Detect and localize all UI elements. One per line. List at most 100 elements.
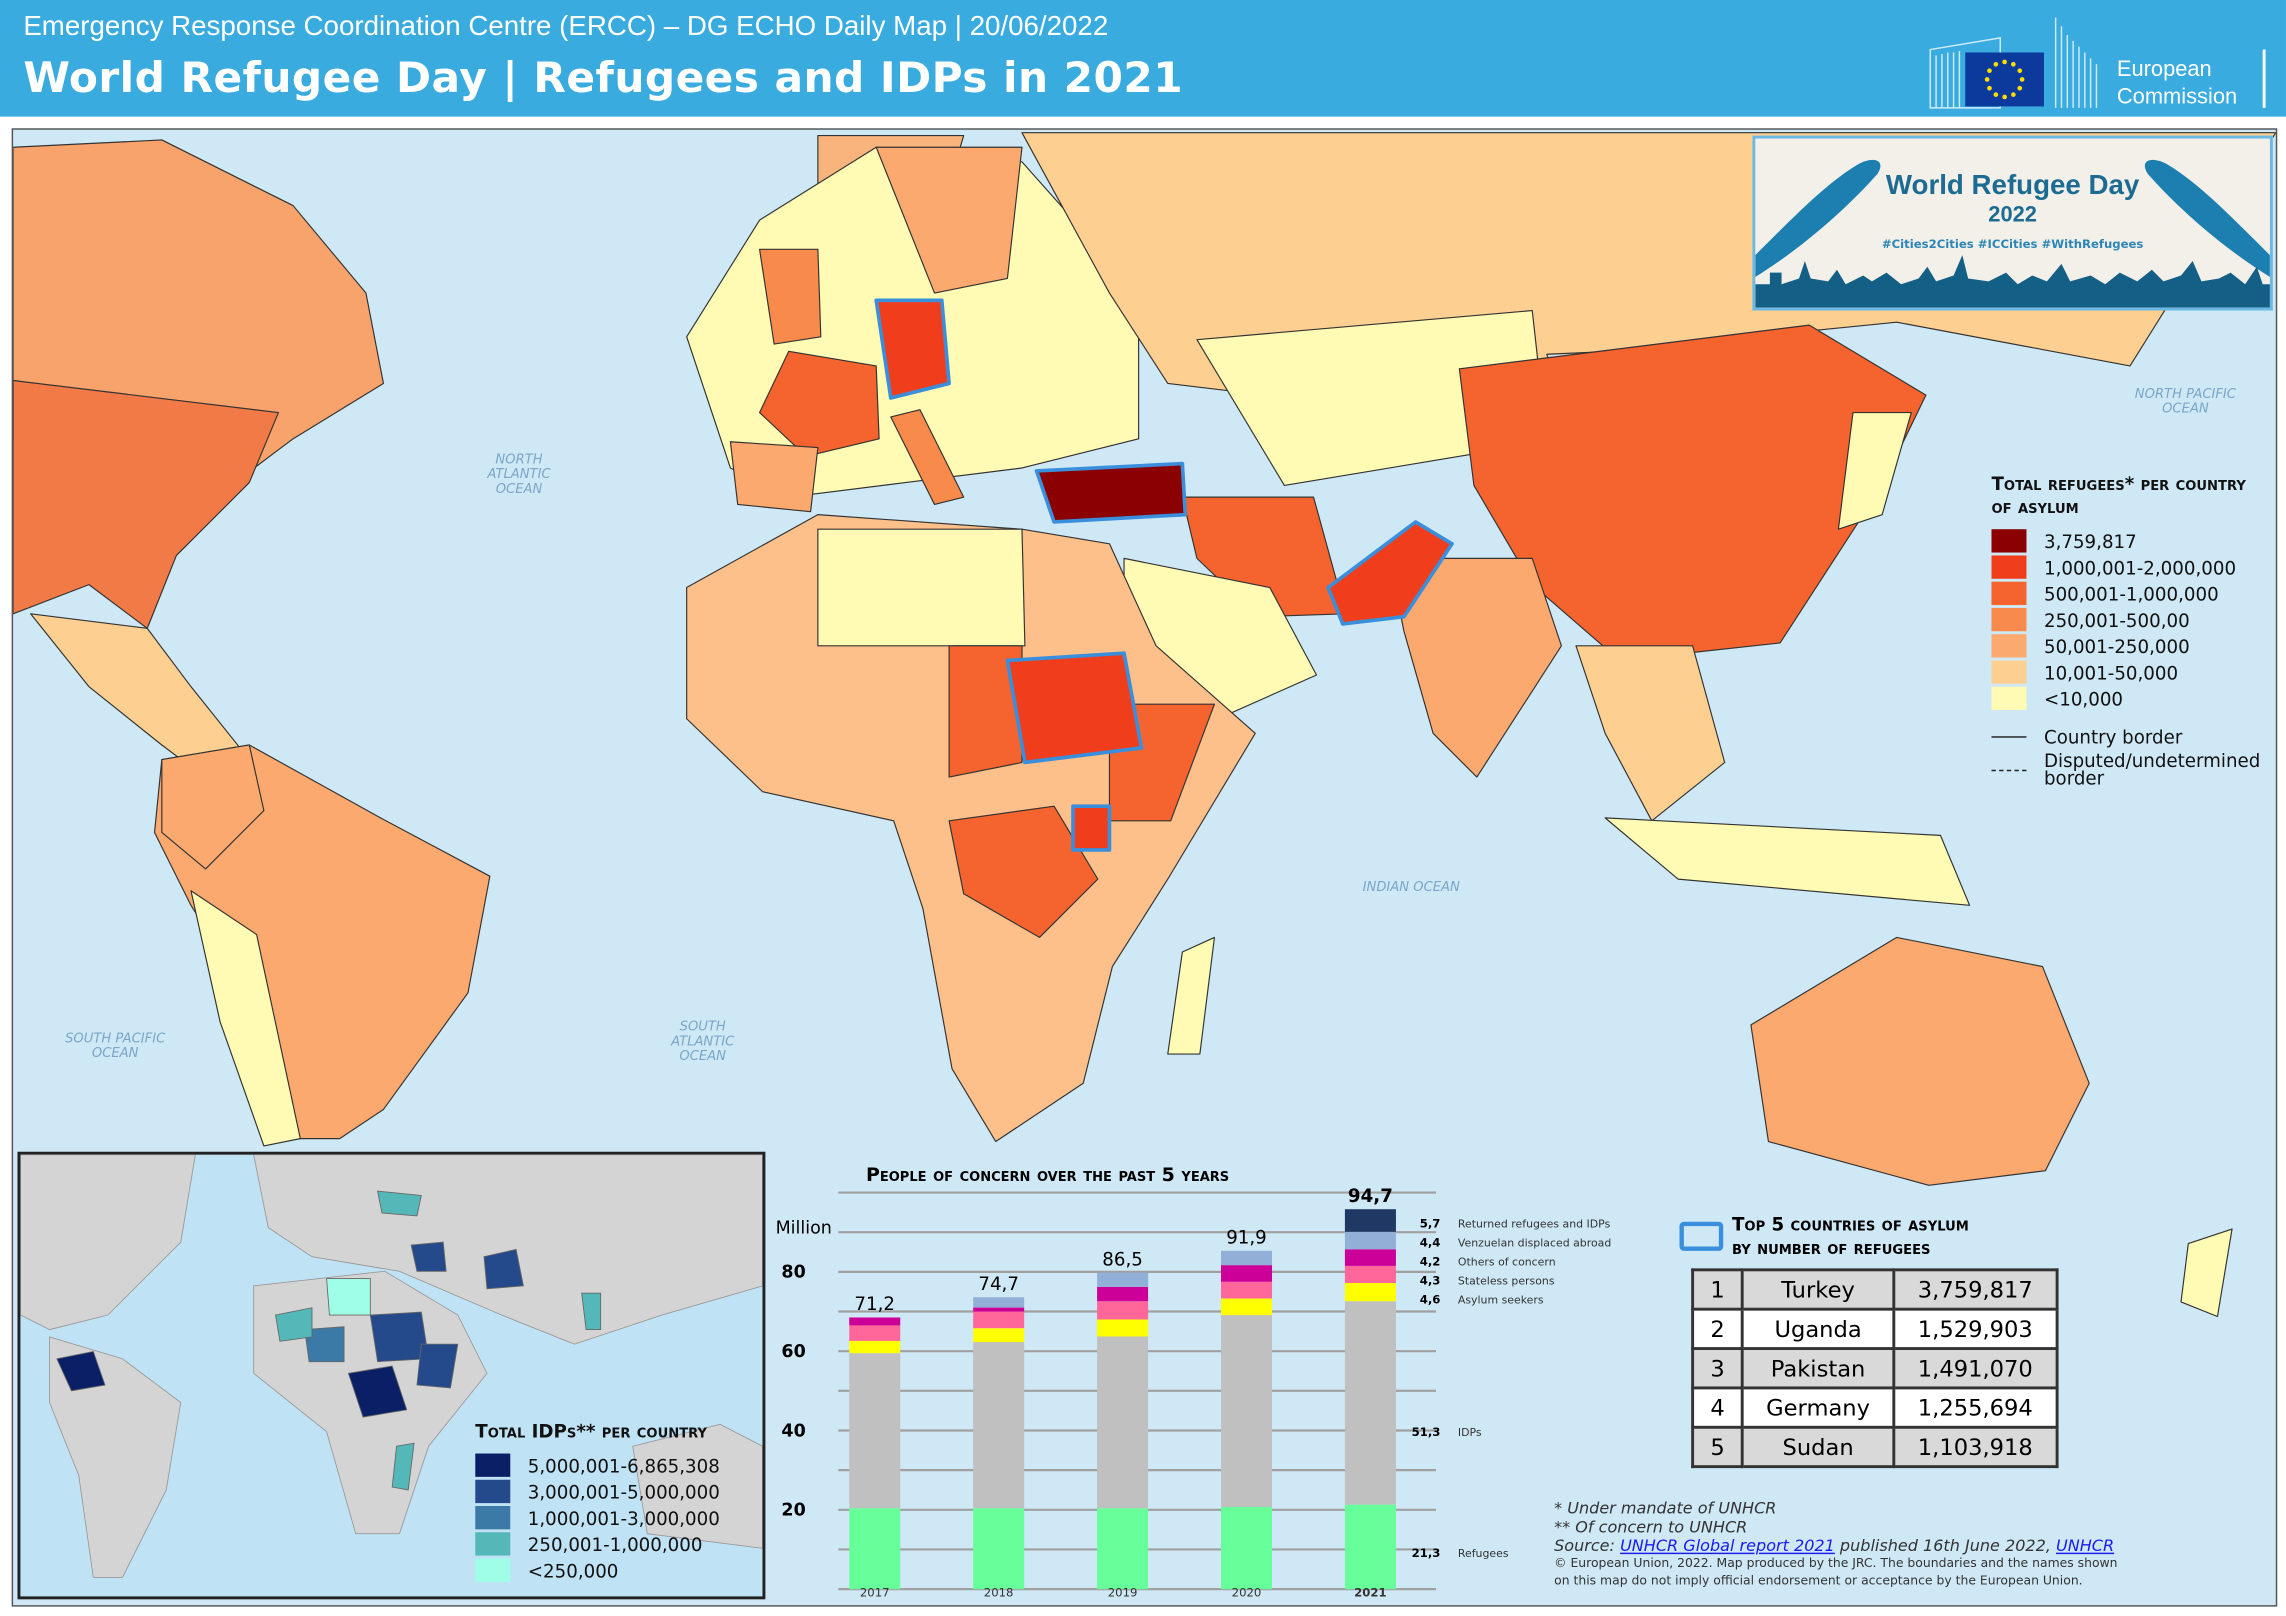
series-value-label: 21,3 (1412, 1546, 1441, 1560)
footnotes: * Under mandate of UNHCR ** Of concern t… (1554, 1499, 2268, 1591)
ocean-label-north-atlantic: NORTH ATLANTIC OCEAN (487, 453, 551, 498)
rank-cell: 5 (1691, 1425, 1745, 1469)
eu-star-icon (2002, 59, 2007, 65)
idp-legend-class-label: 1,000,001-3,000,000 (527, 1506, 720, 1529)
bar-segment-asylum-seekers (1344, 1282, 1396, 1302)
country-chad (948, 645, 1023, 778)
country-china (1458, 324, 1927, 662)
refugee-legend: Total refugees* per country of asylum 3,… (1991, 472, 2268, 790)
bar-segment-idps (1097, 1336, 1149, 1509)
series-name-label: Stateless persons (1458, 1274, 1555, 1287)
refugee-legend-title: Total refugees* per country of asylum (1991, 472, 2246, 518)
banner-hashtags: #Cities2Cities #ICCities #WithRefugees (1881, 237, 2144, 251)
blue-outline-icon (1679, 1221, 1724, 1251)
bar-total-label: 91,9 (1226, 1228, 1267, 1249)
country-andean (190, 890, 301, 1147)
source-prefix: Source: (1554, 1536, 1615, 1556)
country-france (758, 350, 880, 457)
bar-segment-idps (1220, 1315, 1273, 1508)
european-commission-logo: European Commission (1927, 15, 2277, 111)
map-subtitle: Emergency Response Coordination Centre (… (23, 11, 1109, 43)
idp-legend: Total IDPs** per country 5,000,001-6,865… (475, 1420, 767, 1583)
series-name-label: Refugees (1458, 1547, 1509, 1560)
idp-inset-map[interactable] (17, 1151, 766, 1600)
color-swatch-icon (1991, 634, 2027, 658)
country-cell: Uganda (1741, 1307, 1895, 1351)
world-map[interactable]: NORTH ATLANTIC OCEAN NORTH PACIFIC OCEAN… (11, 128, 2278, 1607)
country-pakistan (1326, 520, 1454, 626)
country-cell: Pakistan (1741, 1347, 1895, 1390)
refugee-legend-class-label: 1,000,001-2,000,000 (2043, 556, 2237, 579)
legend-country-border: Country border (1991, 723, 2268, 749)
series-name-label: Returned refugees and IDPs (1458, 1218, 1611, 1231)
bar-segment-idps (1344, 1301, 1396, 1505)
top5-title: Top 5 countries of asylum by number of r… (1732, 1213, 2082, 1260)
map-title: World Refugee Day | Refugees and IDPs in… (23, 52, 1184, 103)
idp-legend-class-label: 250,001-1,000,000 (527, 1532, 703, 1555)
color-swatch-icon (1991, 607, 2027, 632)
series-value-label: 4,2 (1420, 1254, 1441, 1268)
copyright-line2: on this map do not imply official endors… (1554, 1574, 2083, 1590)
color-swatch-icon (475, 1453, 511, 1477)
refugees-cell: 1,255,694 (1892, 1386, 2059, 1429)
country-japan (1837, 412, 1912, 530)
color-swatch-icon (475, 1506, 511, 1530)
bar-segment-refugees (973, 1508, 1025, 1590)
note-1: * Under mandate of UNHCR (1554, 1498, 1777, 1518)
refugee-legend-class: 250,001-500,00 (1991, 606, 2268, 632)
idp-legend-class-label: 5,000,001-6,865,308 (527, 1454, 720, 1477)
x-tick-label: 2020 (1232, 1585, 1262, 1599)
people-of-concern-chart: People of concern over the past 5 years M… (776, 1164, 1612, 1600)
eu-star-icon (1987, 85, 1992, 91)
refugee-legend-class: 50,001-250,000 (1991, 633, 2268, 659)
series-name-label: Asylum seekers (1458, 1293, 1544, 1306)
idp-legend-class: 3,000,001-5,000,000 (475, 1478, 767, 1504)
ec-line1: European (2116, 56, 2212, 82)
chart-title: People of concern over the past 5 years (866, 1164, 1229, 1186)
table-row: 3 Pakistan 1,491,070 (1691, 1347, 2059, 1390)
bar-segment-idps (849, 1353, 901, 1509)
country-cell: Germany (1741, 1386, 1895, 1429)
header-bar: Emergency Response Coordination Centre (… (0, 0, 2286, 117)
bar-total-label: 71,2 (854, 1294, 895, 1315)
country-italy (890, 409, 965, 506)
ec-divider (2262, 49, 2266, 108)
refugee-legend-class-label: 250,001-500,00 (2043, 608, 2190, 631)
y-tick-label: 80 (781, 1263, 805, 1283)
idp-legend-class-label: <250,000 (527, 1559, 619, 1582)
idp-legend-class-label: 3,000,001-5,000,000 (527, 1480, 720, 1503)
banner-year: 2022 (1988, 202, 2037, 228)
copyright-line1: © European Union, 2022. Map produced by … (1554, 1557, 2118, 1572)
color-swatch-icon (475, 1532, 511, 1556)
country-new-zealand (2180, 1228, 2233, 1318)
unhcr-report-link[interactable]: UNHCR Global report 2021 (1620, 1536, 1835, 1556)
region-se-asia (1575, 645, 1726, 822)
unhcr-link[interactable]: UNHCR (2056, 1536, 2115, 1556)
x-tick-label: 2021 (1354, 1585, 1386, 1599)
bar-segment-refugees (1220, 1507, 1273, 1590)
refugee-legend-class-label: 500,001-1,000,000 (2043, 582, 2219, 605)
source-mid: published 16th June 2022, (1839, 1536, 2051, 1556)
eu-star-icon (2017, 85, 2023, 91)
eu-star-icon (2011, 61, 2016, 67)
country-sudan (1005, 651, 1144, 765)
banner-title: World Refugee Day (1885, 170, 2140, 202)
bar-segment-others-of-concern (973, 1307, 1025, 1312)
country-germany (874, 298, 951, 400)
series-name-label: Venzuelan displaced abroad (1458, 1237, 1611, 1250)
note-2: ** Of concern to UNHCR (1554, 1517, 1748, 1537)
refugee-legend-class: <10,000 (1991, 685, 2268, 711)
color-swatch-icon (1991, 686, 2027, 710)
disputed-border-label: Disputed/undetermined border (2043, 749, 2261, 789)
color-swatch-icon (1991, 660, 2027, 684)
inset-afghanistan (483, 1248, 524, 1290)
refugee-legend-class: 10,001-50,000 (1991, 659, 2268, 685)
inset-ethiopia (416, 1343, 459, 1389)
idp-legend-class: 5,000,001-6,865,308 (475, 1452, 767, 1478)
bar-segment-refugees (1097, 1508, 1149, 1590)
refugee-legend-class-label: 10,001-50,000 (2043, 661, 2179, 684)
ec-line2: Commission (2116, 84, 2238, 110)
ocean-label-indian: INDIAN OCEAN (1362, 880, 1460, 896)
series-value-label: 4,6 (1420, 1292, 1441, 1306)
bar-total-label: 86,5 (1102, 1249, 1143, 1270)
